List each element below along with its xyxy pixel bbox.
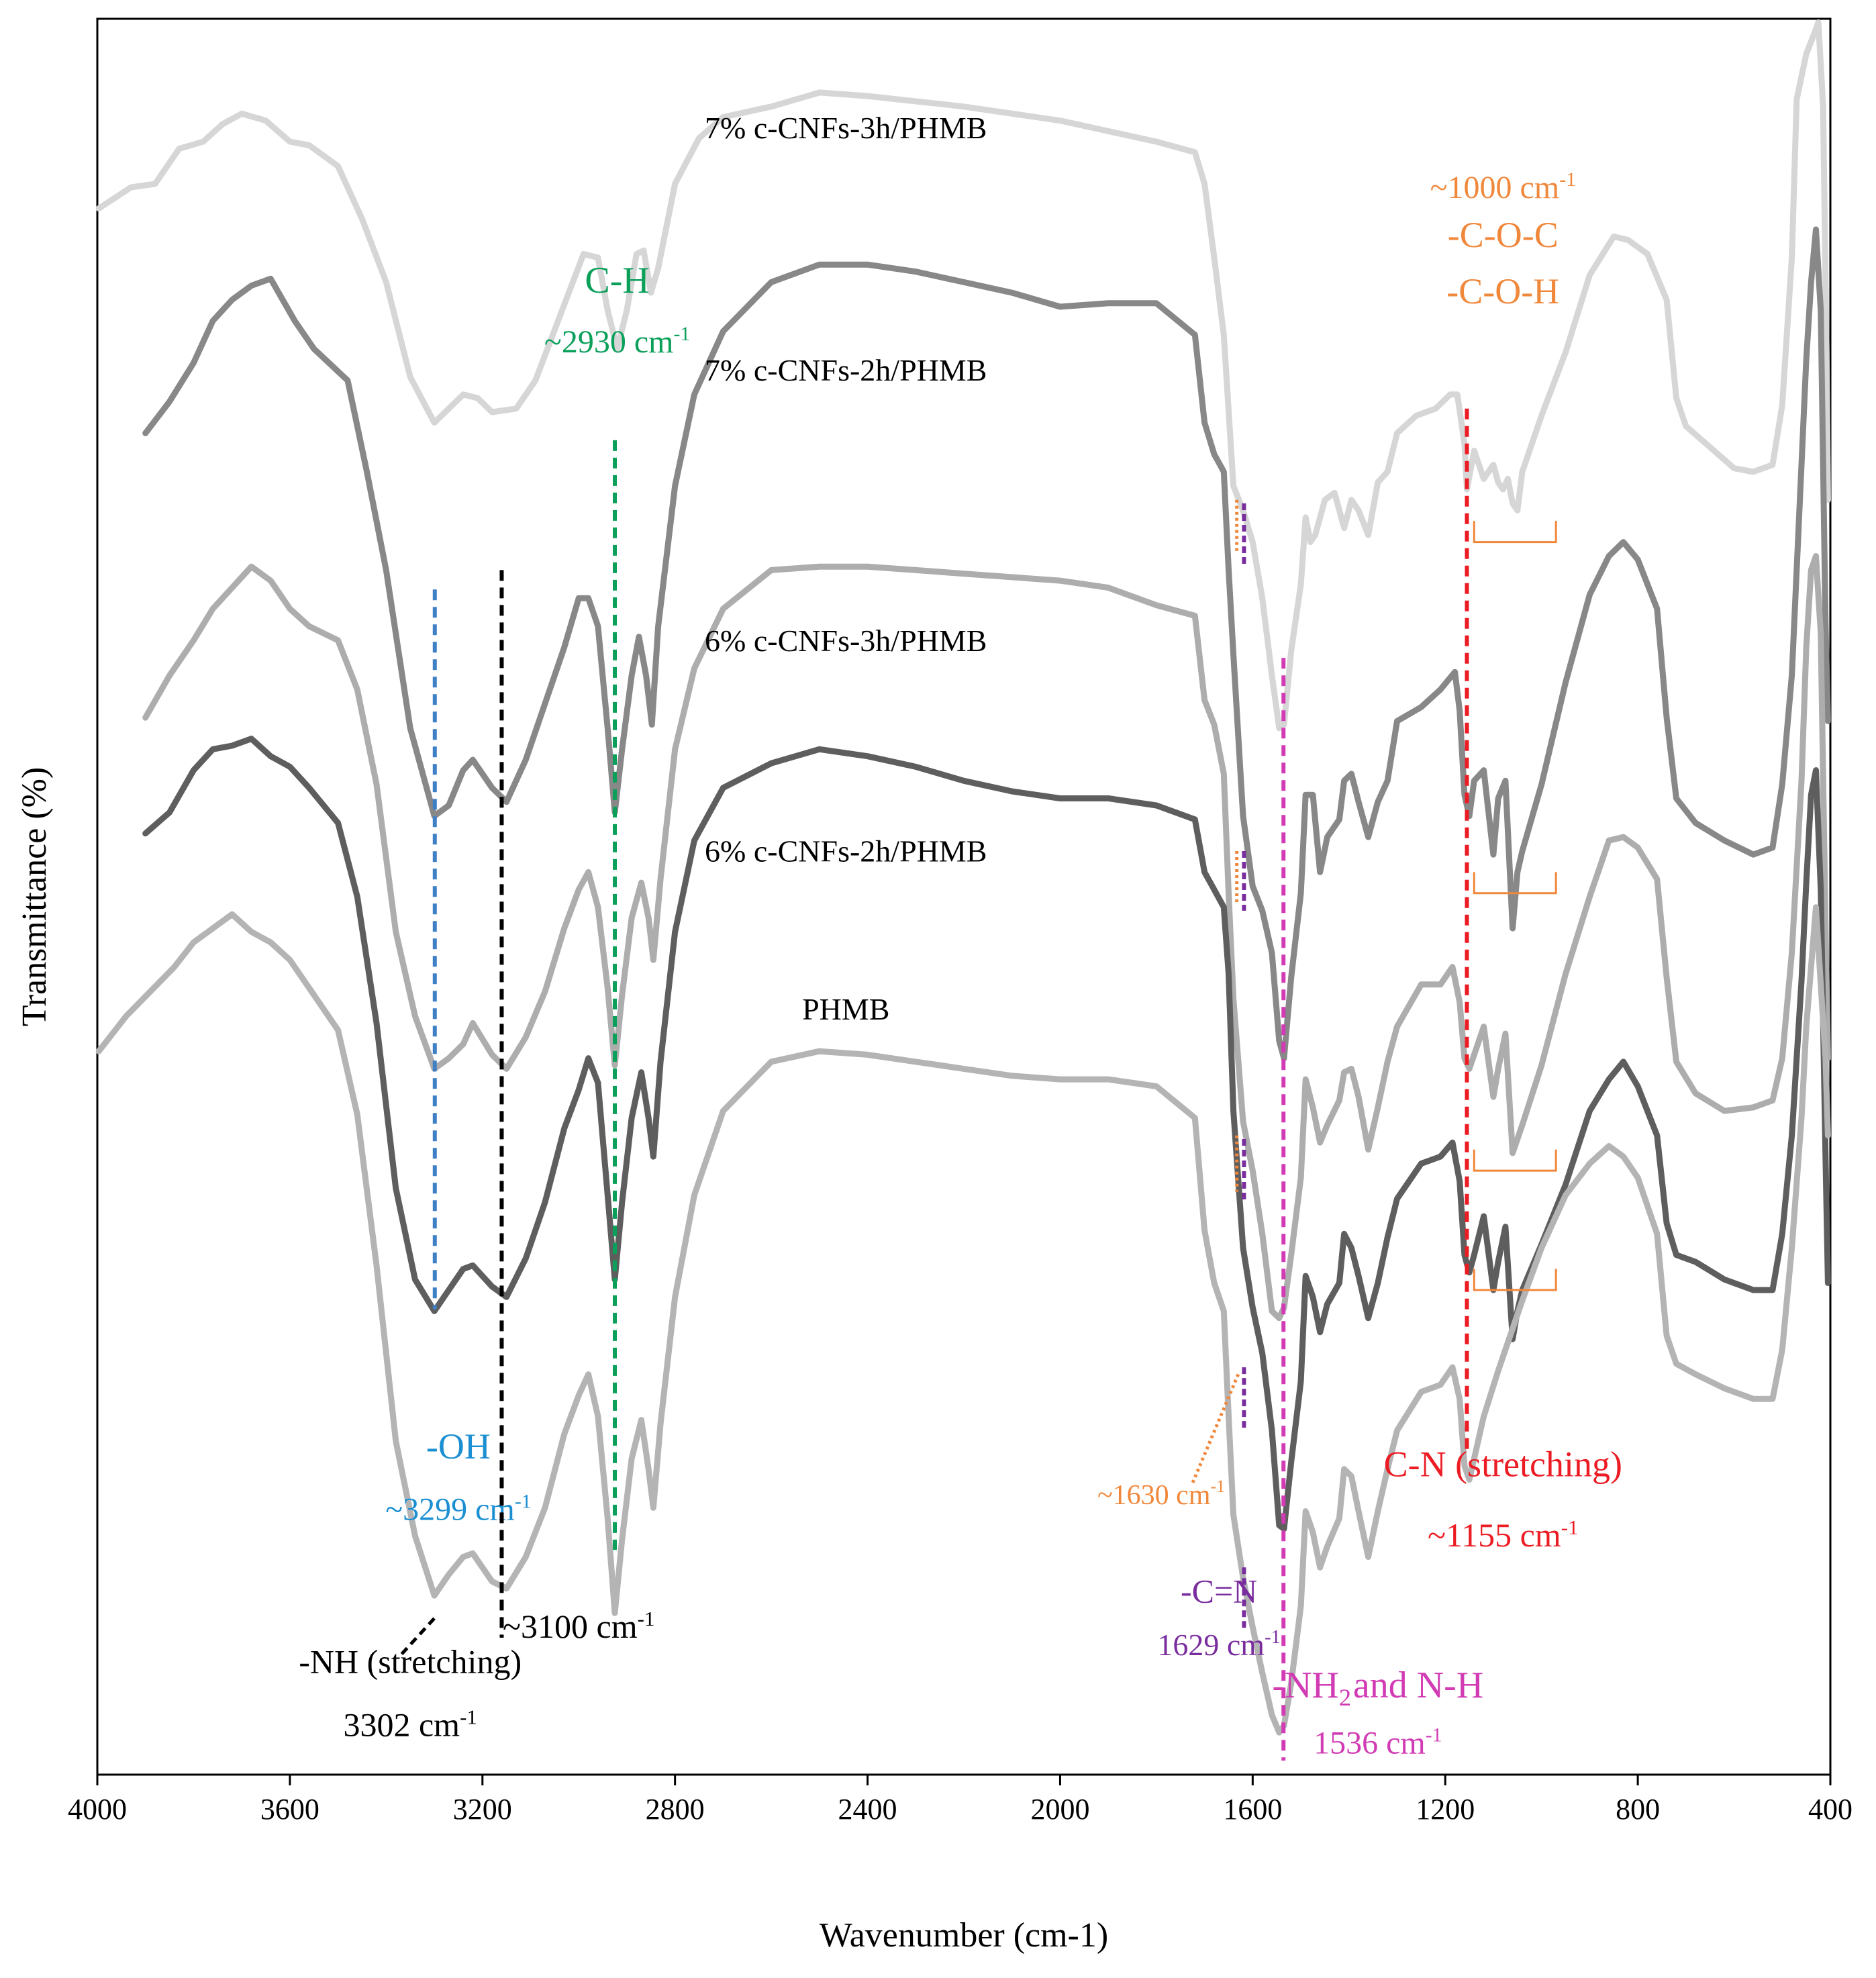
coc-bracket [1473, 872, 1557, 895]
x-tick-label: 1600 [1223, 1793, 1282, 1826]
annotation-ch-line-1: ~2930 cm-1 [544, 323, 690, 360]
coc-bracket [1473, 521, 1557, 544]
x-tick-label: 400 [1808, 1793, 1853, 1826]
series-line-0 [95, 19, 1831, 732]
y-axis-title: Transmittance (%) [15, 767, 54, 1027]
annotation-coc-line-0: ~1000 cm-1 [1430, 168, 1576, 205]
annotation-oh-line-1: ~3299 cm-1 [385, 1491, 531, 1528]
x-axis: 4000 3600 3200 2800 2400 2000 1600 1200 800 400 [68, 1775, 1853, 1826]
annotation-c-eq-n-line-1: 1629 cm-1 [1157, 1627, 1280, 1662]
annotation-nh-stretch-line-1: 3302 cm-1 [343, 1705, 477, 1743]
annotation-nh2-line-0: -NH2 and N-H [1272, 1665, 1483, 1711]
series-line-2 [142, 553, 1831, 1322]
c1630-leader [1191, 1373, 1240, 1484]
annotation-ch-line-0: C-H [585, 260, 649, 301]
x-tick-label: 3200 [453, 1793, 512, 1826]
x-tick-label: 2000 [1030, 1793, 1089, 1826]
annotation-nh-stretch-line-0: -NH (stretching) [299, 1642, 522, 1680]
x-axis-title: Wavenumber (cm-1) [820, 1916, 1108, 1955]
x-tick-label: 2800 [646, 1793, 705, 1826]
x-tick-label: 1200 [1416, 1793, 1475, 1826]
annotation-coc-line-1: -C-O-C [1448, 215, 1559, 255]
annotation-oh-line-0: -OH [426, 1426, 491, 1467]
annotation-c-eq-n-line-0: -C=N [1181, 1573, 1257, 1610]
series-label-2: 6% c-CNFs-3h/PHMB [705, 624, 987, 658]
coc-bracket [1473, 1149, 1557, 1172]
series-label-3: 6% c-CNFs-2h/PHMB [705, 834, 987, 869]
plot-frame [96, 17, 1832, 1776]
annotation-cn-line-0: C-N (stretching) [1384, 1444, 1622, 1484]
annotation-nh3100-line-0: ~3100 cm-1 [503, 1607, 654, 1645]
annotation-coc-line-2: -C-O-H [1446, 271, 1559, 311]
annotation-nh2-line-1: 1536 cm-1 [1314, 1724, 1442, 1761]
series-label-4: PHMB [802, 992, 889, 1026]
series-line-4 [95, 904, 1831, 1736]
annotation-cn-line-1: ~1155 cm-1 [1428, 1516, 1579, 1554]
annotation-layer: -OH ~3299 cm-1 ~3100 cm-1 -NH (stretching… [299, 168, 1622, 1761]
series-line-3 [142, 736, 1831, 1532]
x-tick-label: 2400 [838, 1793, 897, 1826]
x-tick-label: 4000 [68, 1793, 127, 1826]
x-tick-label: 3600 [260, 1793, 319, 1826]
annotation-c1630-line-0: ~1630 cm-1 [1097, 1477, 1225, 1511]
x-tick-label: 800 [1616, 1793, 1660, 1826]
coc-bracket [1473, 1269, 1557, 1291]
nh-stretch-leader [399, 1617, 436, 1656]
series-label-1: 7% c-CNFs-2h/PHMB [705, 353, 987, 387]
series-label-0: 7% c-CNFs-3h/PHMB [705, 111, 987, 145]
